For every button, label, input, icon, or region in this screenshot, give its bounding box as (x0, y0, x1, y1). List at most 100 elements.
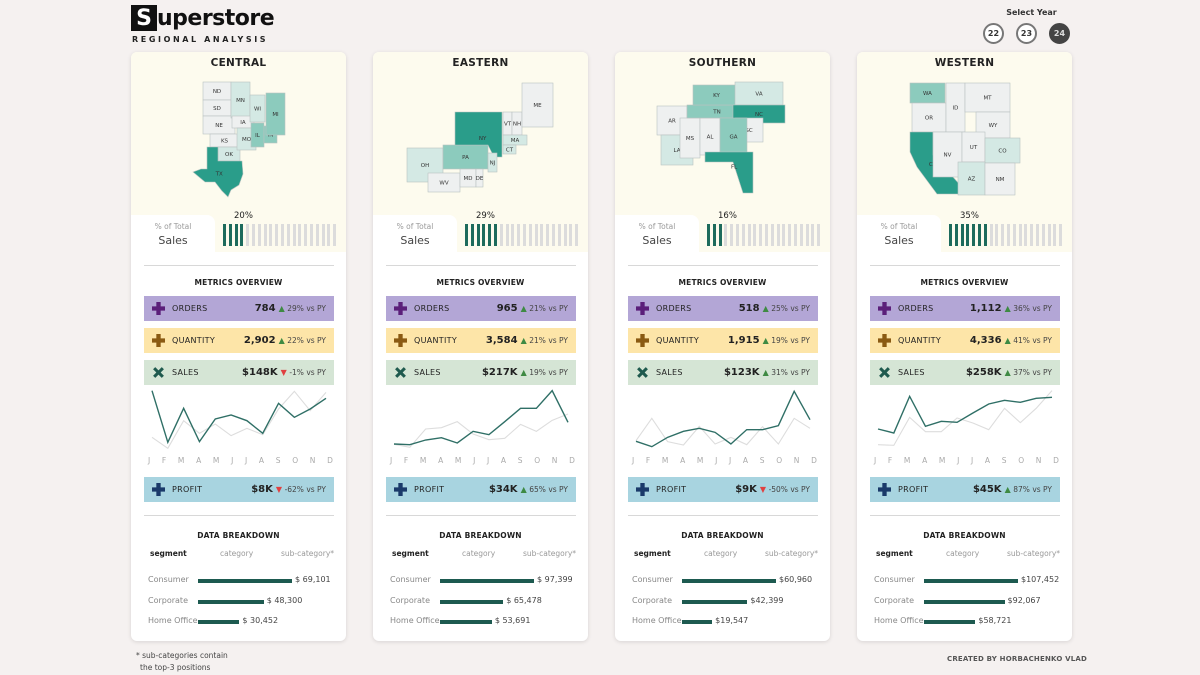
segment-bar[interactable] (198, 599, 264, 604)
metric-name: QUANTITY (414, 336, 458, 345)
segment-bar[interactable] (924, 579, 1018, 583)
metric-sales[interactable]: SALES $148K ▼ -1% vs PY (144, 360, 334, 385)
segment-bar[interactable] (682, 620, 713, 624)
py-sales-line (151, 390, 327, 450)
month-label: J (632, 456, 635, 465)
metric-value: 784 (254, 303, 276, 314)
year-button-22[interactable]: 22 (983, 23, 1004, 44)
tab-subcategory[interactable]: sub-category* (1007, 549, 1061, 558)
metric-sales[interactable]: SALES $123K ▲ 31% vs PY (628, 360, 818, 385)
month-label: O (1018, 456, 1025, 465)
metric-value: $9K (735, 484, 757, 495)
tab-category[interactable]: category (462, 549, 496, 558)
metric-quantity[interactable]: QUANTITY 1,915 ▲ 19% vs PY (628, 328, 818, 353)
metric-sales[interactable]: SALES $258K ▲ 37% vs PY (870, 360, 1060, 385)
metric-name: SALES (656, 368, 683, 377)
state-label: FL (731, 165, 738, 171)
month-label: J (715, 456, 718, 465)
month-label: F (645, 456, 651, 465)
segment-bar[interactable] (198, 579, 292, 583)
state-me[interactable] (521, 82, 554, 128)
metric-change: 25% vs PY (771, 304, 810, 313)
tab-segment[interactable]: segment (392, 549, 429, 558)
metric-sales[interactable]: SALES $217K ▲ 19% vs PY (386, 360, 576, 385)
month-label: J (957, 456, 960, 465)
month-label: S (1001, 456, 1007, 465)
month-label: M (661, 456, 669, 465)
metric-quantity[interactable]: QUANTITY 4,336 ▲ 41% vs PY (870, 328, 1060, 353)
year-button-24[interactable]: 24 (1049, 23, 1070, 44)
pct-tick (333, 224, 337, 246)
pct-total-metric: Sales (158, 234, 188, 247)
divider (870, 515, 1060, 516)
segment-bar[interactable] (440, 620, 492, 624)
segment-bar[interactable] (682, 579, 776, 583)
pct-tick (712, 224, 716, 246)
metric-quantity[interactable]: QUANTITY 3,584 ▲ 21% vs PY (386, 328, 576, 353)
state-wi[interactable] (249, 94, 266, 123)
segment-bar[interactable] (682, 599, 748, 604)
segment-value: $92,067 (1007, 595, 1041, 605)
metric-name: PROFIT (656, 485, 687, 494)
pct-tick (1059, 224, 1063, 246)
tab-subcategory[interactable]: sub-category* (765, 549, 819, 558)
metric-profit[interactable]: PROFIT $8K ▼ -62% vs PY (144, 477, 334, 502)
metrics-overview-title: METRICS OVERVIEW (194, 278, 283, 287)
segment-bar[interactable] (924, 620, 976, 624)
state-de[interactable] (475, 168, 484, 188)
tab-subcategory[interactable]: sub-category* (281, 549, 335, 558)
tab-segment[interactable]: segment (634, 549, 671, 558)
metric-profit[interactable]: PROFIT $45K ▲ 87% vs PY (870, 477, 1060, 502)
metric-profit[interactable]: PROFIT $9K ▼ -50% vs PY (628, 477, 818, 502)
data-breakdown-title: DATA BREAKDOWN (923, 531, 1006, 540)
metric-orders[interactable]: ORDERS 518 ▲ 25% vs PY (628, 296, 818, 321)
py-sales-line (393, 413, 569, 448)
month-label: J (148, 456, 151, 465)
state-nm[interactable] (984, 162, 1016, 196)
state-co[interactable] (984, 137, 1021, 164)
metric-orders[interactable]: ORDERS 1,112 ▲ 36% vs PY (870, 296, 1060, 321)
metric-orders[interactable]: ORDERS 965 ▲ 21% vs PY (386, 296, 576, 321)
pct-tick (557, 224, 561, 246)
state-mi[interactable] (265, 92, 286, 136)
tab-segment[interactable]: segment (876, 549, 913, 558)
tab-category[interactable]: category (220, 549, 254, 558)
state-tx[interactable] (192, 146, 244, 198)
month-label: D (811, 456, 817, 465)
tab-segment[interactable]: segment (150, 549, 187, 558)
state-az[interactable] (957, 161, 986, 196)
pct-tick (949, 224, 952, 246)
tab-category[interactable]: category (946, 549, 980, 558)
pct-tick (546, 224, 550, 246)
tab-category[interactable]: category (704, 549, 738, 558)
metric-quantity[interactable]: QUANTITY 2,902 ▲ 22% vs PY (144, 328, 334, 353)
pct-tick (966, 224, 970, 246)
segment-bar[interactable] (198, 620, 240, 624)
metric-name: PROFIT (414, 485, 445, 494)
footnote-line: * sub-categories contain (136, 651, 228, 660)
state-nj[interactable] (487, 152, 498, 173)
year-button-23[interactable]: 23 (1016, 23, 1037, 44)
state-nv[interactable] (932, 131, 963, 178)
month-label: N (309, 456, 316, 465)
state-or[interactable] (911, 102, 947, 133)
state-fl[interactable] (704, 151, 754, 194)
metric-profit[interactable]: PROFIT $34K ▲ 65% vs PY (386, 477, 576, 502)
segment-bar[interactable] (924, 599, 1005, 604)
segment-label: Consumer (148, 575, 189, 584)
pct-tick (569, 224, 573, 246)
metric-name: QUANTITY (898, 336, 942, 345)
segment-bar[interactable] (440, 599, 504, 604)
region-card-central: CENTRAL ND SD NE KS OK TX MN IA MO WI IL IN MI % of … (131, 52, 346, 641)
pct-tick (1035, 224, 1039, 246)
metric-name: ORDERS (898, 304, 934, 313)
segment-bar[interactable] (440, 579, 534, 583)
state-label: MT (983, 96, 992, 102)
month-label: J (487, 456, 490, 465)
metric-orders[interactable]: ORDERS 784 ▲ 29% vs PY (144, 296, 334, 321)
state-ct[interactable] (502, 144, 517, 155)
tab-subcategory[interactable]: sub-category* (523, 549, 577, 558)
triangle-up-icon: ▲ (520, 336, 527, 345)
metric-change: 19% vs PY (529, 368, 568, 377)
